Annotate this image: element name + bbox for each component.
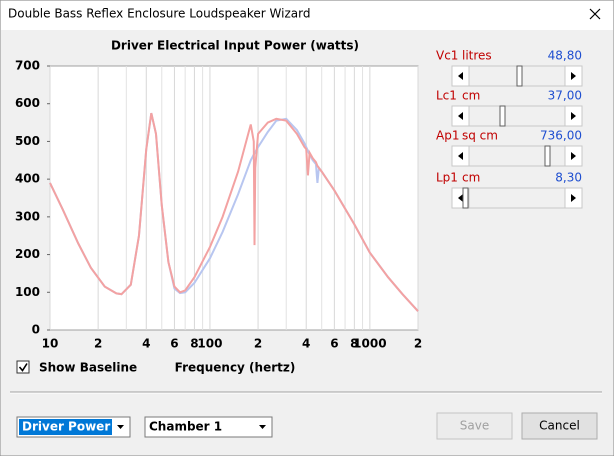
x-tick-label: 100 bbox=[197, 337, 222, 351]
slider-track[interactable] bbox=[451, 187, 583, 209]
y-tick-label: 500 bbox=[15, 134, 40, 148]
slider-thumb[interactable] bbox=[544, 145, 551, 167]
x-tick-label: 8 bbox=[350, 337, 358, 351]
x-tick-label: 8 bbox=[190, 337, 198, 351]
arrow-glyph bbox=[571, 112, 576, 120]
parameter-name: Ap1 bbox=[436, 129, 459, 143]
selector[interactable]: Chamber 1 bbox=[144, 416, 273, 438]
cancel-button[interactable] bbox=[521, 412, 598, 440]
parameter-name: Vc1 bbox=[436, 49, 458, 63]
parameter-value: 8,30 bbox=[555, 171, 582, 185]
close-button[interactable] bbox=[589, 8, 601, 20]
check-mark bbox=[18, 363, 28, 372]
chart-title: Driver Electrical Input Power (watts) bbox=[111, 39, 359, 53]
parameter-value: 48,80 bbox=[548, 49, 582, 63]
y-tick-label: 100 bbox=[15, 285, 40, 299]
x-tick-label: 6 bbox=[170, 337, 178, 351]
parameter-unit: sq cm bbox=[462, 129, 498, 143]
parameter-name: Lc1 bbox=[436, 89, 457, 103]
selector-text[interactable]: Driver Power bbox=[22, 420, 110, 434]
baseline-label[interactable]: Show Baseline bbox=[39, 361, 137, 375]
slider-track[interactable] bbox=[451, 145, 583, 167]
y-tick-label: 200 bbox=[15, 247, 40, 261]
arrow-glyph bbox=[458, 112, 463, 120]
window-title: Double Bass Reflex Enclosure Loudspeaker… bbox=[8, 7, 310, 21]
y-tick-label: 600 bbox=[15, 96, 40, 110]
arrow-glyph bbox=[571, 152, 576, 160]
slider-track[interactable] bbox=[451, 105, 583, 127]
slider-thumb[interactable] bbox=[462, 187, 469, 209]
title-bar bbox=[1, 1, 613, 30]
arrow-glyph bbox=[571, 194, 576, 202]
parameter-unit: cm bbox=[462, 171, 480, 185]
x-tick-label: 2 bbox=[414, 337, 422, 351]
selector-text[interactable]: Chamber 1 bbox=[149, 420, 222, 434]
x-tick-label: 10 bbox=[42, 337, 59, 351]
slider-thumb[interactable] bbox=[499, 105, 506, 127]
selector[interactable]: Driver Power bbox=[16, 416, 131, 438]
y-tick-label: 0 bbox=[32, 323, 40, 337]
arrow-glyph bbox=[571, 72, 576, 80]
series-line bbox=[49, 112, 419, 312]
parameter-panel: Vc1 litres 48,80 Lc1 cm 37,00 Ap1 sq cm 736,00 Lp… bbox=[436, 49, 583, 209]
arrow-glyph bbox=[458, 72, 463, 80]
x-tick-label: 4 bbox=[142, 337, 150, 351]
x-tick-label: 4 bbox=[302, 337, 310, 351]
x-tick-label: 2 bbox=[94, 337, 102, 351]
save-button-text[interactable]: Save bbox=[460, 419, 489, 433]
x-axis-label: Frequency (hertz) bbox=[175, 361, 296, 375]
x-tick-label: 6 bbox=[330, 337, 338, 351]
y-tick-label: 400 bbox=[15, 172, 40, 186]
y-tick-label: 700 bbox=[15, 59, 40, 73]
arrow-glyph bbox=[458, 194, 463, 202]
parameter-unit: litres bbox=[462, 49, 492, 63]
parameter-value: 736,00 bbox=[540, 129, 582, 143]
x-tick-label: 2 bbox=[254, 337, 262, 351]
save-button[interactable] bbox=[436, 412, 513, 440]
parameter-value: 37,00 bbox=[548, 89, 582, 103]
x-tick-label: 1000 bbox=[353, 337, 386, 351]
arrow-glyph bbox=[458, 152, 463, 160]
parameter-unit: cm bbox=[462, 89, 480, 103]
slider-thumb[interactable] bbox=[516, 65, 523, 87]
parameter-name: Lp1 bbox=[436, 171, 458, 185]
cancel-button-text[interactable]: Cancel bbox=[539, 419, 580, 433]
y-tick-label: 300 bbox=[15, 209, 40, 223]
